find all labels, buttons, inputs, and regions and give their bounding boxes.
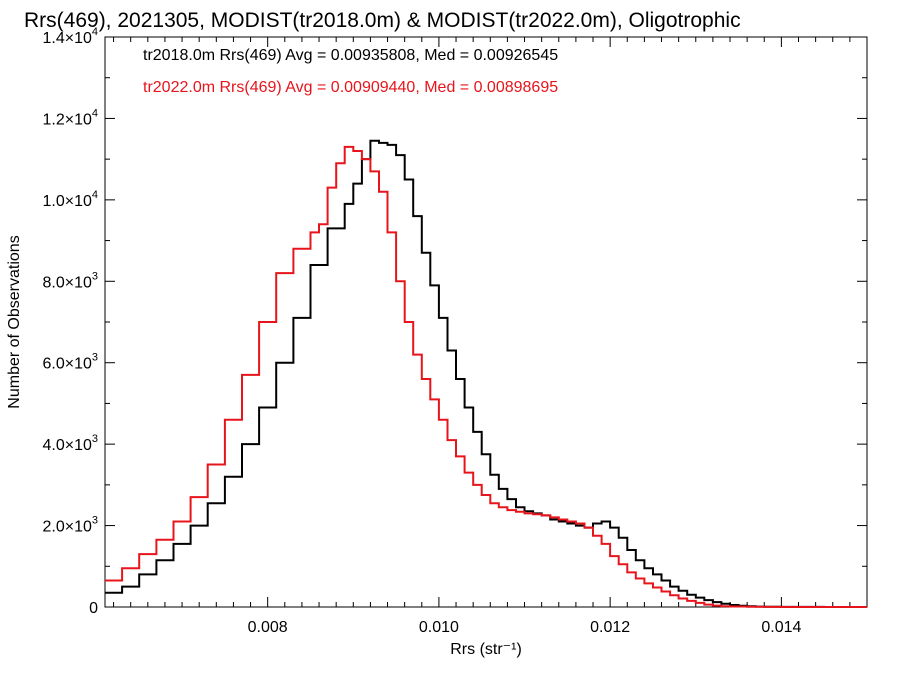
x-tick-labels: 0.008 0.010 0.012 0.014 (248, 619, 802, 636)
annotation-series-1: tr2018.0m Rrs(469) Avg = 0.00935808, Med… (143, 47, 558, 64)
x-tick-label: 0.010 (419, 619, 459, 636)
x-axis-label: Rrs (str⁻¹) (450, 641, 522, 658)
y-tick-label: 0 (89, 600, 98, 617)
chart-title: Rrs(469), 2021305, MODIST(tr2018.0m) & M… (24, 9, 741, 32)
y-tick-label: 1.4×104 (42, 26, 98, 47)
x-tick-label: 0.008 (248, 619, 288, 636)
y-axis-label: Number of Observations (6, 235, 23, 408)
axis-ticks (105, 36, 868, 608)
y-tick-label: 1.0×104 (42, 189, 98, 210)
plot-frame (104, 36, 868, 608)
y-tick-label: 6.0×103 (42, 352, 98, 373)
annotation-series-2: tr2022.0m Rrs(469) Avg = 0.00909440, Med… (143, 79, 558, 96)
y-tick-label: 1.2×104 (42, 107, 98, 128)
y-tick-label: 2.0×103 (42, 515, 98, 536)
x-tick-label: 0.012 (590, 619, 630, 636)
x-tick-label: 0.014 (761, 619, 801, 636)
series-line-1 (105, 139, 867, 608)
series-group (105, 139, 867, 608)
y-tick-label: 4.0×103 (42, 433, 98, 454)
y-tick-label: 8.0×103 (42, 270, 98, 291)
series-line-2 (105, 145, 867, 608)
y-tick-labels: 0 2.0×103 4.0×103 6.0×103 8.0×103 1.0×104 1.2×… (42, 26, 98, 617)
